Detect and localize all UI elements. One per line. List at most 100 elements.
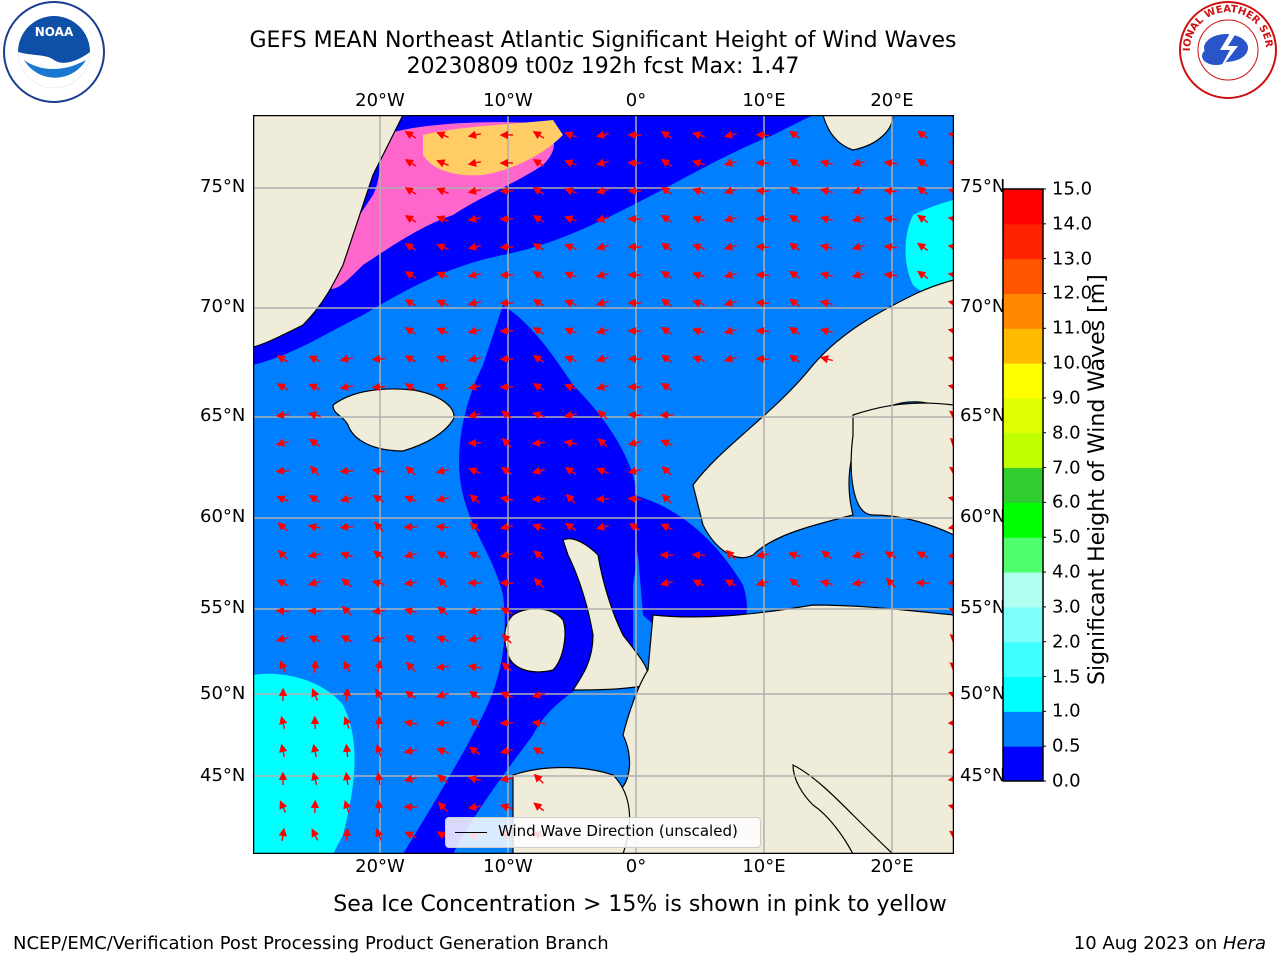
wave-direction-arrow — [595, 158, 609, 167]
wave-direction-arrow — [435, 690, 449, 699]
wave-direction-arrow — [342, 827, 352, 842]
colorbar-segment — [1003, 537, 1043, 573]
map-legend: Wind Wave Direction (unscaled) — [445, 817, 761, 848]
wave-direction-arrow — [467, 354, 482, 363]
wave-direction-arrow — [660, 354, 673, 364]
wave-direction-arrow — [564, 299, 577, 308]
wave-direction-arrow — [947, 774, 954, 783]
wave-direction-arrow — [948, 466, 954, 476]
wave-direction-arrow — [660, 382, 673, 392]
wave-direction-arrow — [660, 439, 673, 448]
wave-direction-arrow — [436, 187, 449, 196]
wave-direction-arrow — [436, 355, 449, 364]
wave-direction-arrow — [532, 383, 545, 392]
colorbar-segment — [1003, 606, 1043, 643]
footer-left: NCEP/EMC/Verification Post Processing Pr… — [13, 933, 609, 954]
wave-direction-arrow — [819, 159, 833, 168]
wave-direction-arrow — [435, 494, 450, 503]
wave-direction-arrow — [819, 299, 833, 308]
wave-direction-arrow — [373, 550, 385, 560]
wave-direction-arrow — [947, 383, 954, 392]
colorbar-segment — [1003, 223, 1043, 260]
wave-direction-arrow — [279, 800, 288, 813]
wave-direction-arrow — [403, 719, 418, 728]
wave-direction-arrow — [755, 158, 770, 168]
wave-direction-arrow — [564, 271, 577, 280]
wave-direction-arrow — [532, 271, 545, 280]
wave-direction-arrow — [467, 186, 482, 195]
wave-direction-arrow — [371, 382, 386, 392]
wave-direction-arrow — [437, 801, 448, 812]
wave-direction-arrow — [723, 186, 737, 195]
wave-direction-arrow — [404, 271, 417, 280]
wave-direction-arrow — [788, 354, 801, 364]
wave-direction-arrow — [436, 299, 449, 308]
wave-direction-arrow — [755, 214, 770, 224]
wave-direction-arrow — [436, 159, 449, 168]
wave-direction-arrow — [660, 523, 673, 532]
wave-direction-arrow — [404, 355, 417, 364]
wave-direction-arrow — [596, 467, 609, 476]
wave-direction-arrow — [916, 158, 929, 168]
lat-label-right: 50°N — [960, 683, 1006, 704]
wave-direction-arrow — [435, 718, 450, 728]
lat-label-left: 50°N — [200, 683, 246, 704]
wave-direction-arrow — [628, 523, 641, 532]
wave-direction-arrow — [660, 130, 673, 140]
wave-direction-arrow — [819, 271, 833, 280]
wave-direction-arrow — [310, 659, 320, 673]
wave-direction-arrow — [532, 131, 545, 140]
wave-direction-arrow — [595, 270, 609, 279]
wave-direction-arrow — [948, 410, 954, 419]
wave-direction-arrow — [342, 687, 352, 702]
wave-direction-arrow — [883, 186, 898, 196]
wave-direction-arrow — [789, 578, 801, 588]
lat-label-left: 65°N — [200, 405, 246, 426]
wave-direction-arrow — [405, 661, 416, 672]
wave-direction-arrow — [947, 159, 954, 168]
wave-direction-arrow — [339, 494, 353, 503]
wave-direction-arrow — [311, 688, 320, 701]
wave-direction-arrow — [533, 577, 544, 588]
colorbar-label: Significant Height of Wind Waves [m] — [1085, 274, 1110, 685]
lon-label-top: 20°E — [870, 90, 914, 111]
wave-direction-arrow — [595, 214, 609, 223]
wave-direction-arrow — [499, 550, 513, 559]
wave-direction-arrow — [532, 327, 545, 336]
wave-direction-arrow — [275, 410, 290, 420]
wave-direction-arrow — [468, 467, 481, 476]
colorbar-tick-label: 4.0 — [1052, 561, 1081, 583]
wave-direction-arrow — [404, 831, 417, 840]
wave-direction-arrow — [531, 523, 545, 532]
wave-direction-arrow — [467, 606, 481, 615]
moderate-wave-zone-sw — [253, 673, 355, 854]
wave-direction-arrow — [499, 774, 514, 784]
wave-direction-arrow — [787, 551, 801, 560]
wave-direction-arrow — [375, 771, 384, 786]
wave-direction-arrow — [275, 606, 290, 616]
wave-direction-arrow — [339, 522, 354, 532]
wave-direction-arrow — [342, 771, 352, 785]
wave-direction-arrow — [404, 159, 417, 168]
lon-label-bottom: 10°W — [483, 856, 533, 877]
wave-direction-arrow — [788, 242, 801, 252]
wave-direction-arrow — [467, 214, 482, 223]
wave-direction-arrow — [819, 215, 833, 224]
wave-direction-arrow — [437, 606, 449, 616]
wave-direction-arrow — [532, 187, 545, 196]
wave-direction-arrow — [819, 243, 833, 252]
lat-label-left: 55°N — [200, 597, 246, 618]
wave-direction-arrow — [371, 634, 385, 643]
lat-label-right: 75°N — [960, 176, 1006, 197]
wave-direction-arrow — [499, 746, 513, 755]
wave-direction-arrow — [691, 243, 705, 252]
footer-right: 10 Aug 2023 on Hera — [1074, 933, 1266, 954]
wave-direction-arrow — [404, 383, 417, 392]
wave-direction-arrow — [661, 493, 672, 504]
wave-direction-arrow — [916, 186, 929, 196]
wave-direction-arrow — [851, 242, 865, 251]
wave-direction-arrow — [469, 494, 480, 504]
wave-direction-arrow — [627, 410, 642, 420]
colorbar-segment — [1003, 293, 1043, 329]
wave-direction-arrow — [436, 551, 449, 560]
